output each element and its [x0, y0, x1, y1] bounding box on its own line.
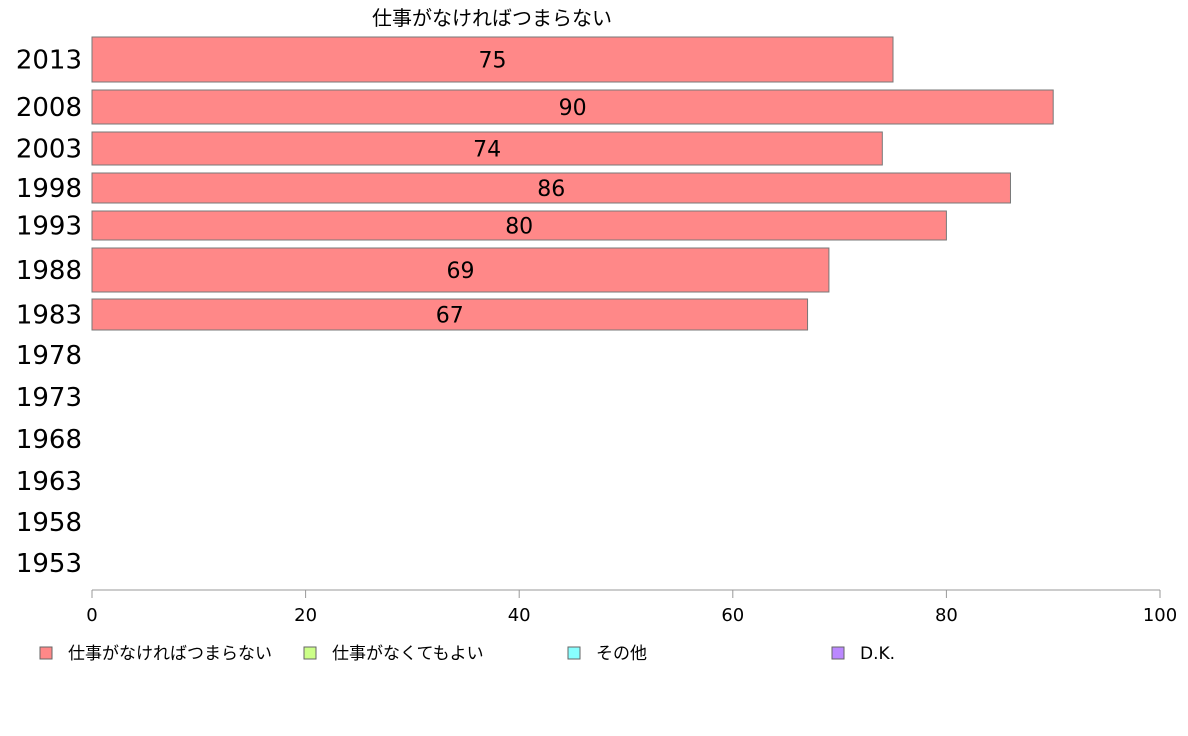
y-tick-label: 2008: [16, 93, 82, 123]
x-tick-label: 80: [935, 605, 958, 626]
y-tick-label: 1973: [16, 383, 82, 413]
legend: 仕事がなければつまらない 仕事がなくてもよい その他 D.K.: [39, 644, 895, 664]
bar-value-label: 74: [473, 138, 501, 163]
legend-label: 仕事がなければつまらない: [68, 644, 272, 664]
x-tick-label: 0: [86, 605, 97, 626]
bar-value-label: 90: [559, 96, 587, 121]
bar: [91, 298, 809, 331]
y-tick-label: 1988: [16, 256, 82, 286]
bar-value-label: 86: [537, 177, 565, 202]
chart-title: 仕事がなければつまらない: [372, 6, 612, 30]
x-tick-label: 40: [508, 605, 531, 626]
y-tick-label: 1953: [16, 549, 82, 579]
y-tick-label: 1983: [16, 301, 82, 331]
legend-swatch: [567, 646, 581, 660]
bar-value-label: 69: [446, 259, 474, 284]
legend-label: D.K.: [860, 644, 895, 664]
y-tick-label: 1998: [16, 174, 82, 204]
x-axis: 0 20 40 60 80 100: [86, 589, 1177, 626]
legend-swatch: [831, 646, 845, 660]
bar-value-label: 80: [505, 215, 533, 240]
bar: [91, 131, 883, 166]
legend-label: その他: [596, 644, 647, 664]
x-tick-label: 60: [721, 605, 744, 626]
y-tick-label: 2013: [16, 46, 82, 76]
bar: [91, 247, 830, 293]
bar: [91, 89, 1054, 125]
x-tick-label: 20: [294, 605, 317, 626]
bar: [91, 36, 894, 83]
y-tick-label: 1978: [16, 341, 82, 371]
bar-value-label: 75: [479, 49, 507, 74]
bar-value-label: 67: [436, 304, 464, 329]
legend-swatch: [303, 646, 317, 660]
bar: [91, 210, 947, 241]
y-tick-label: 1958: [16, 508, 82, 538]
y-tick-label: 1993: [16, 212, 82, 242]
y-tick-label: 1963: [16, 467, 82, 497]
bar: [91, 172, 1011, 204]
y-tick-label: 2003: [16, 135, 82, 165]
legend-label: 仕事がなくてもよい: [332, 644, 484, 664]
legend-swatch: [39, 646, 53, 660]
y-axis-labels: 2013 2008 2003 1998 1993 1988 1983 1978 1973 1968…: [16, 46, 82, 580]
x-tick-label: 100: [1143, 605, 1177, 626]
y-tick-label: 1968: [16, 425, 82, 455]
